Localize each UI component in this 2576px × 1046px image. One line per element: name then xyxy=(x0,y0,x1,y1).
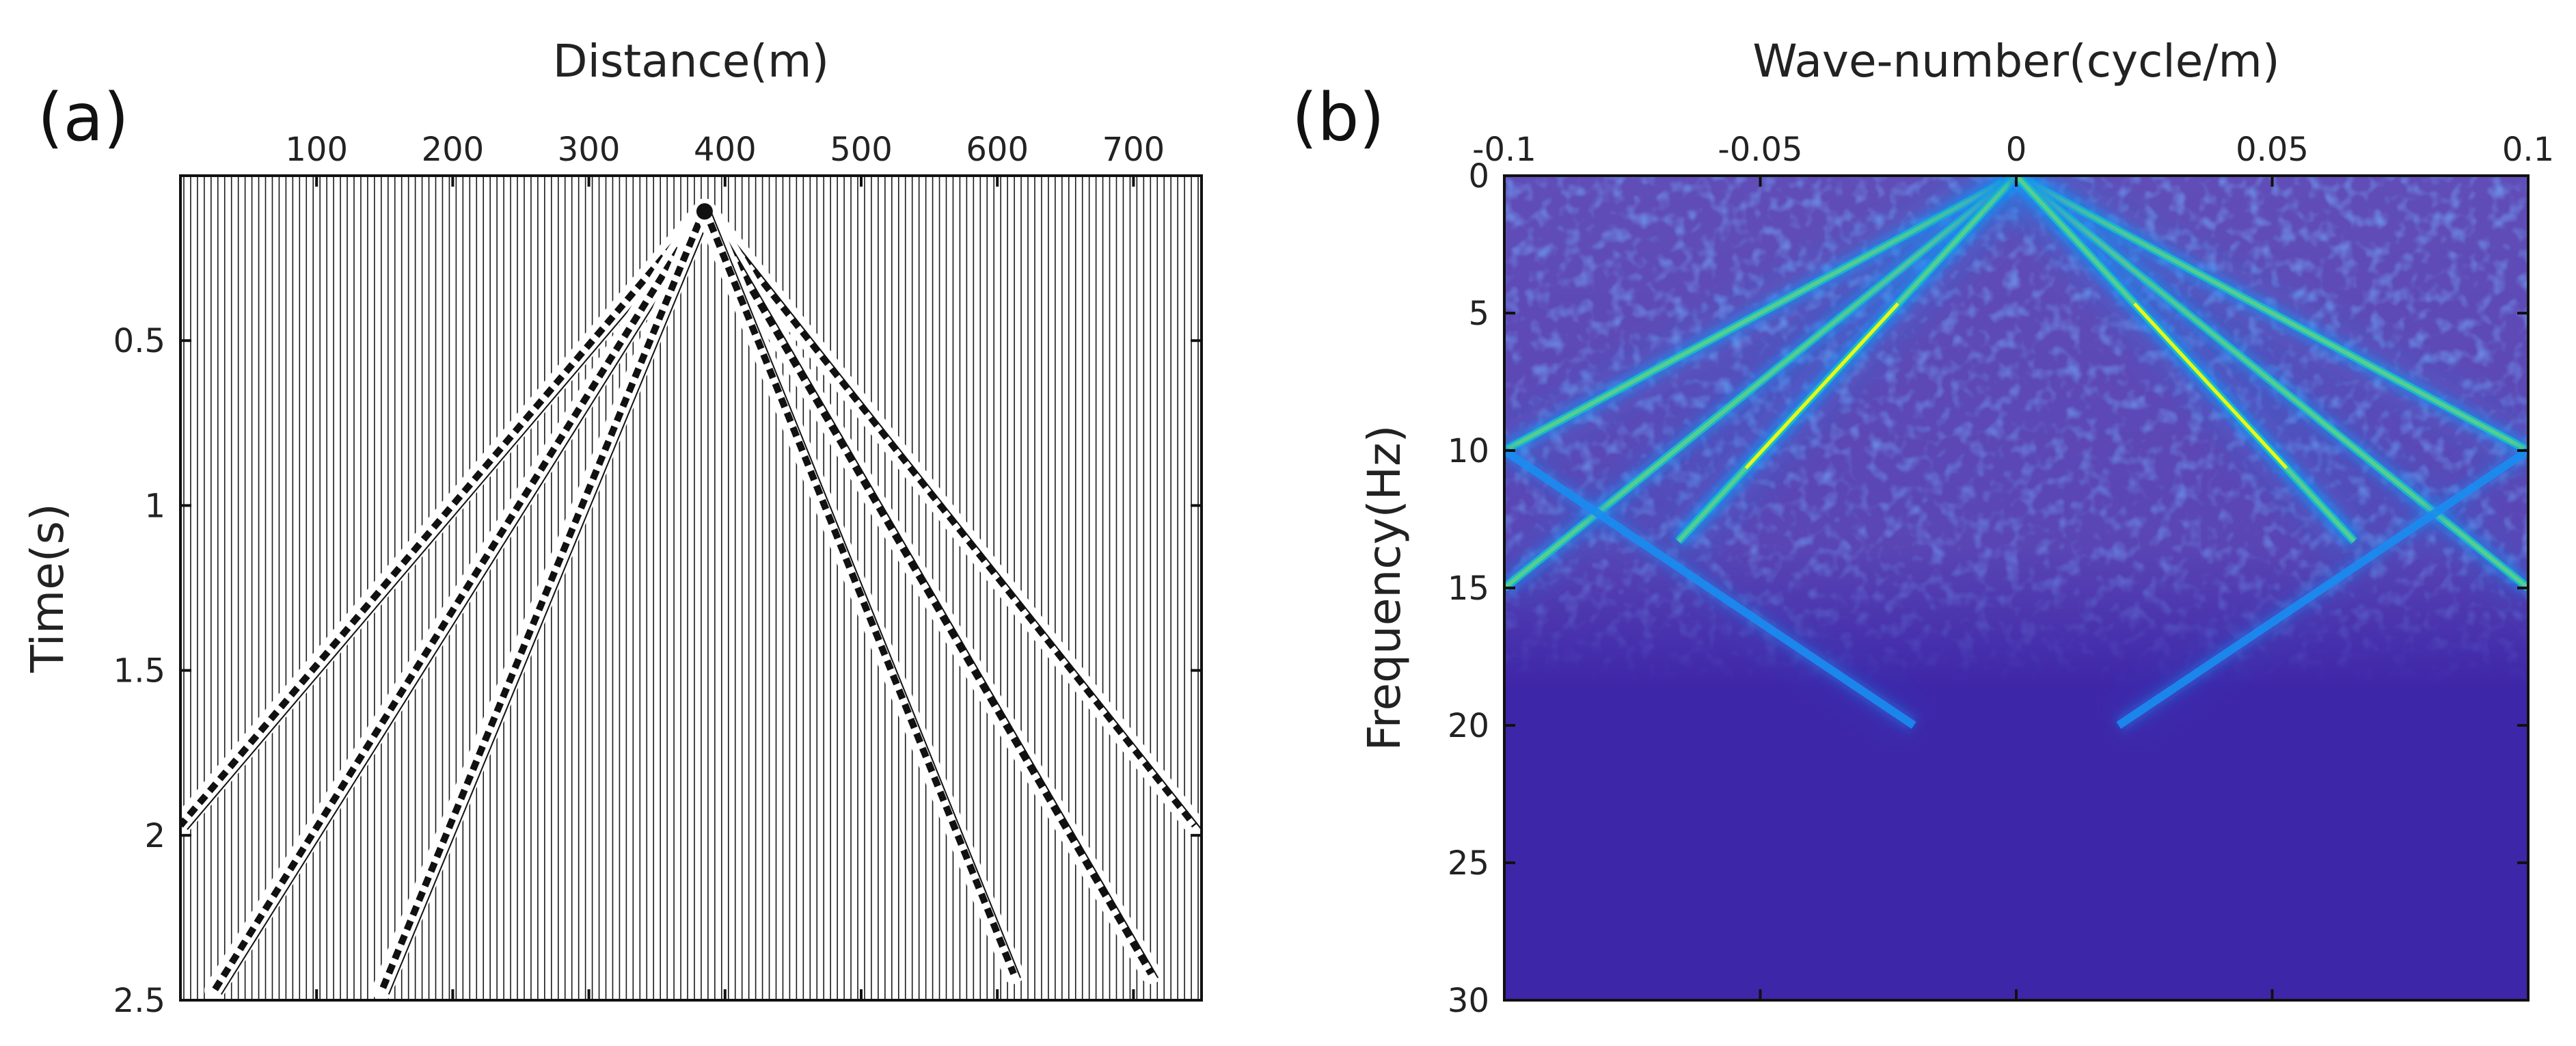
event-edge xyxy=(710,212,1022,978)
event-edge xyxy=(711,212,1159,978)
event-halo xyxy=(371,198,715,1000)
panel-a-y-axis-title: Time(s) xyxy=(21,503,74,673)
seismic-event-left-event-3 xyxy=(371,198,715,1000)
panel-b-y-tick-label: 5 xyxy=(1468,295,1489,333)
energy-line-pos-alias xyxy=(2105,430,2528,746)
panel-a-y-tick-label: 0.5 xyxy=(113,322,165,360)
panel-a-x-tick-label: 600 xyxy=(966,131,1029,169)
event-apex xyxy=(696,203,713,220)
event-wavelet xyxy=(211,206,708,993)
panel-a-y-tick-label: 1 xyxy=(144,487,165,525)
energy-line-neg-alias xyxy=(1504,430,1927,746)
panel-b-x-tick-label: 0.05 xyxy=(2236,131,2309,169)
panel-b-y-tick-label: 20 xyxy=(1448,707,1489,745)
panel-b-label: (b) xyxy=(1292,79,1385,156)
energy-peak xyxy=(2133,302,2288,470)
panel-a-y-tick-label: 1.5 xyxy=(113,652,165,690)
event-edge xyxy=(711,212,1202,830)
panel-b-y-axis-title: Frequency(Hz) xyxy=(1358,425,1411,751)
panel-a-x-tick-label: 700 xyxy=(1102,131,1165,169)
seismic-event-left-event-2 xyxy=(204,198,715,1000)
energy-band xyxy=(2116,447,2528,729)
event-wavelet xyxy=(701,207,1017,976)
energy-band xyxy=(1504,447,1916,729)
panel-a-x-tick-label: 500 xyxy=(830,131,893,169)
panel-a: (a) Distance(m) Time(s) 100 200 300 400 500 6… xyxy=(21,35,1203,1020)
event-edge xyxy=(388,212,712,995)
event-edge xyxy=(220,212,712,995)
panel-b-x-tick-label: 0.1 xyxy=(2502,131,2554,169)
energy-peak xyxy=(1744,302,1899,470)
seismic-event-left-event-1 xyxy=(180,198,715,836)
panel-b-x-tick-label: 0 xyxy=(2006,131,2027,169)
panel-b-x-tick-label: -0.1 xyxy=(1472,131,1536,169)
event-wavelet xyxy=(702,206,1197,828)
heatmap-noise-texture xyxy=(1504,176,2528,1000)
panel-b-y-tick-label: 10 xyxy=(1448,432,1489,470)
event-wavelet xyxy=(701,206,1154,976)
panel-b-y-tick-label: 25 xyxy=(1448,844,1489,883)
panel-a-label: (a) xyxy=(38,79,129,156)
panel-a-events xyxy=(180,198,1202,1000)
panel-a-y-tick-label: 2 xyxy=(144,817,165,855)
panel-b-y-tick-label: 15 xyxy=(1448,569,1489,608)
event-edge xyxy=(187,212,712,830)
panel-b-x-axis-title: Wave-number(cycle/m) xyxy=(1752,35,2279,88)
panel-a-frame xyxy=(179,174,1203,1002)
panel-a-x-tick-label: 300 xyxy=(558,131,621,169)
panel-b-plot-area xyxy=(1504,176,2528,1000)
panel-a-traces xyxy=(183,176,1199,1000)
energy-line-pos-inner xyxy=(1998,176,2372,558)
seismic-event-right-event-3 xyxy=(694,198,1025,984)
panel-b-y-tick-label: 30 xyxy=(1448,982,1489,1020)
seismic-event-right-event-2 xyxy=(694,198,1162,984)
panel-b-x-tick-label: -0.05 xyxy=(1718,131,1802,169)
seismic-event-right-event-1 xyxy=(694,198,1202,836)
panel-b-x-ticks: -0.1 -0.05 0 0.05 0.1 xyxy=(1472,131,2554,1000)
heatmap-energy-lines xyxy=(1504,176,2528,746)
panel-b-y-tick-label: 0 xyxy=(1468,157,1489,196)
panel-b: (b) Wave-number(cycle/m) Frequency(Hz) -… xyxy=(1292,35,2554,1020)
panel-a-x-axis-title: Distance(m) xyxy=(553,35,829,88)
panel-a-x-tick-label: 400 xyxy=(694,131,757,169)
panel-b-y-ticks: 0 5 10 15 20 25 30 xyxy=(1448,157,2528,1020)
panel-a-x-tick-label: 100 xyxy=(285,131,348,169)
panel-a-x-tick-label: 200 xyxy=(422,131,485,169)
energy-line-neg-inner xyxy=(1660,176,2034,558)
event-wavelet xyxy=(180,206,707,828)
panel-a-x-ticks: 100 200 300 400 500 600 700 xyxy=(285,131,1165,1000)
panel-a-y-ticks: 0.5 1 1.5 2 2.5 xyxy=(113,322,1202,1020)
panel-a-y-tick-label: 2.5 xyxy=(113,982,165,1020)
